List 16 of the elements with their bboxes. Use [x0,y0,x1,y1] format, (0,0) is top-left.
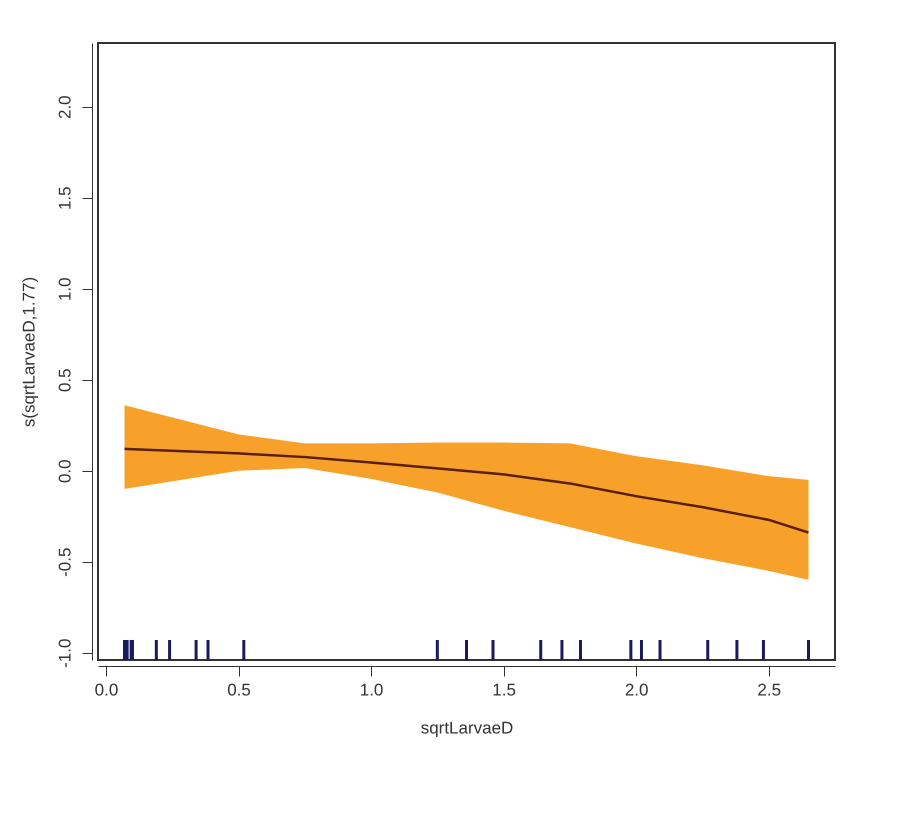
y-axis-title: s(sqrtLarvaeD,1.77) [20,276,38,428]
x-axis-title: sqrtLarvaeD [420,718,514,738]
y-tick-label: -1.0 [56,638,74,668]
line-series [123,448,810,534]
x-tick-label: 0.5 [227,680,251,700]
y-tick-label: 0.0 [56,459,74,484]
x-tick-label: 2.0 [624,680,648,700]
y-tick-label: 1.0 [56,277,74,302]
y-tick-label: -0.5 [56,548,74,577]
x-tick-label: 1.5 [492,680,516,700]
y-tick-label: 2.0 [56,95,74,120]
y-tick-label: 1.5 [56,186,74,210]
x-tick-label: 1.0 [360,680,384,700]
x-tick-label: 0.0 [94,680,118,700]
y-tick-label: 0.5 [56,368,74,392]
x-tick-label: 2.5 [757,680,782,700]
